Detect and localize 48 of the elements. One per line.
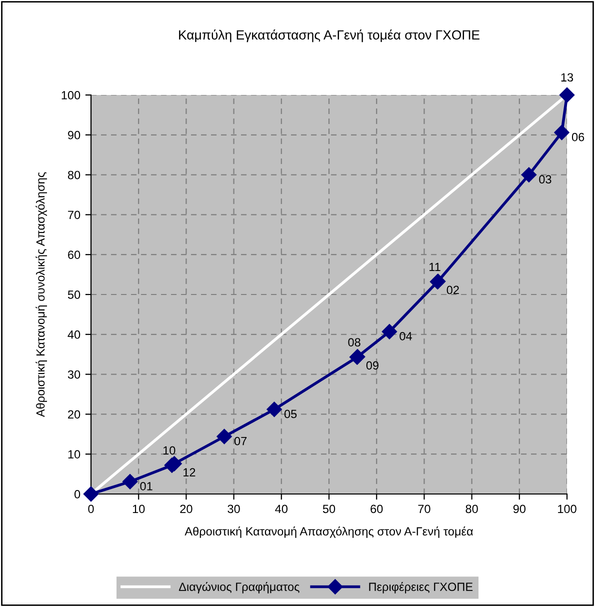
annotation: 04 [400,332,412,340]
annotation: 13 [561,73,574,82]
y-tick-label: 30 [68,370,80,379]
x-tick-label: 70 [418,504,430,514]
point [521,167,536,182]
y-tick-label: 20 [68,410,80,419]
y-tick-label: 70 [68,210,80,220]
y-tick-label: 100 [62,91,80,100]
annotation: 03 [539,175,552,184]
x-axis-title: Αθροιστική Κατανομή Απασχόλησης στον Α-Γενή τομέα [184,526,473,538]
legend-label: Διαγώνιος Γραφήματος [178,582,300,594]
x-tick-label: 30 [228,504,240,514]
x-tick-label: 50 [322,504,336,514]
point [83,486,99,502]
annotation: 01 [140,482,152,490]
annotation: 10 [163,446,176,455]
y-tick-label: 80 [68,170,80,180]
x-tick-label: 80 [466,504,478,514]
annotation: 09 [366,361,378,370]
y-tick-label: 60 [68,250,80,259]
x-tick-label: 100 [558,504,576,514]
annotation: 06 [572,132,584,142]
point [122,474,138,490]
annotation: 08 [348,338,360,346]
point [554,124,570,140]
point [559,87,575,103]
y-tick-label: 10 [68,450,80,458]
annotation: 12 [184,468,196,476]
x-tick-label: 60 [370,504,383,514]
y-tick-label: 40 [68,330,80,339]
y-tick-label: 50 [68,290,80,299]
x-tick-label: 0 [88,504,94,514]
x-tick-label: 90 [513,504,526,514]
point [266,402,282,417]
annotation: 07 [234,436,247,446]
point [216,428,232,444]
y-tick-label: 0 [74,490,80,498]
x-tick-label: 10 [132,504,145,514]
chart-title: Καμπύλη Εγκατάστασης Α-Γενή τομέα στον ΓΧΟΠΕ [179,30,480,42]
annotation: 02 [446,286,459,294]
annotation: 11 [430,262,440,271]
x-tick-label: 40 [275,504,288,514]
y-tick-label: 90 [68,130,80,140]
point [382,324,398,340]
annotation: 05 [284,410,297,418]
y-axis-title: Αθροιστική Κατανομή συνολικής Απασχόλησης [36,172,47,418]
x-tick-label: 20 [180,504,192,514]
legend-label: Περιφέρειες ΓΧΟΠΕ [369,582,473,594]
